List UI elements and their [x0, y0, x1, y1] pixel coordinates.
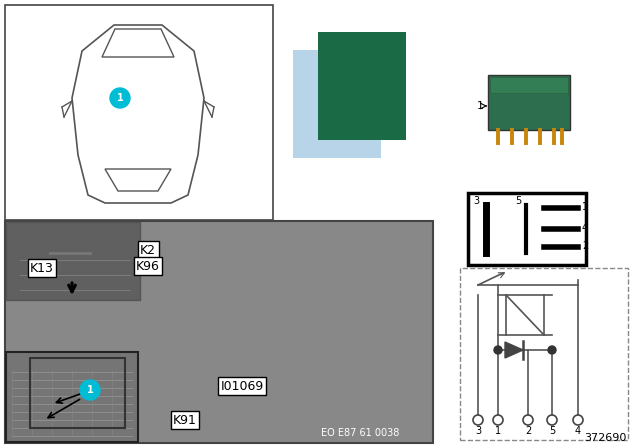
Bar — [490, 77, 568, 93]
Text: 1: 1 — [477, 101, 484, 111]
Text: K91: K91 — [173, 414, 197, 426]
Text: I01069: I01069 — [220, 379, 264, 392]
Bar — [488, 75, 570, 130]
Text: K2: K2 — [140, 244, 156, 257]
Text: 2: 2 — [525, 426, 531, 436]
Bar — [5, 221, 433, 443]
Circle shape — [473, 415, 483, 425]
Bar — [506, 295, 544, 335]
Circle shape — [548, 346, 556, 354]
Circle shape — [80, 380, 100, 400]
Text: 3: 3 — [475, 426, 481, 436]
Bar — [6, 222, 140, 300]
Circle shape — [547, 415, 557, 425]
Text: 2: 2 — [582, 241, 588, 251]
Bar — [5, 5, 273, 220]
Circle shape — [494, 346, 502, 354]
Text: 4: 4 — [575, 426, 581, 436]
Circle shape — [493, 415, 503, 425]
Polygon shape — [505, 342, 523, 358]
Bar — [460, 268, 628, 440]
Text: 372690: 372690 — [584, 433, 626, 443]
Text: 1: 1 — [495, 426, 501, 436]
Text: 4: 4 — [582, 223, 588, 233]
Text: 5: 5 — [515, 196, 521, 206]
Text: 1: 1 — [86, 385, 93, 395]
Bar — [318, 32, 406, 140]
Text: 5: 5 — [549, 426, 555, 436]
Text: K96: K96 — [136, 259, 160, 272]
Bar — [30, 358, 125, 428]
Circle shape — [110, 88, 130, 108]
Bar — [293, 50, 381, 158]
Circle shape — [523, 415, 533, 425]
Text: K13: K13 — [30, 262, 54, 275]
Text: 3: 3 — [473, 196, 479, 206]
Text: EO E87 61 0038: EO E87 61 0038 — [321, 428, 399, 438]
Bar — [6, 352, 138, 442]
Text: 1: 1 — [582, 202, 588, 212]
Circle shape — [573, 415, 583, 425]
Bar — [468, 193, 586, 265]
Text: 1: 1 — [116, 93, 124, 103]
